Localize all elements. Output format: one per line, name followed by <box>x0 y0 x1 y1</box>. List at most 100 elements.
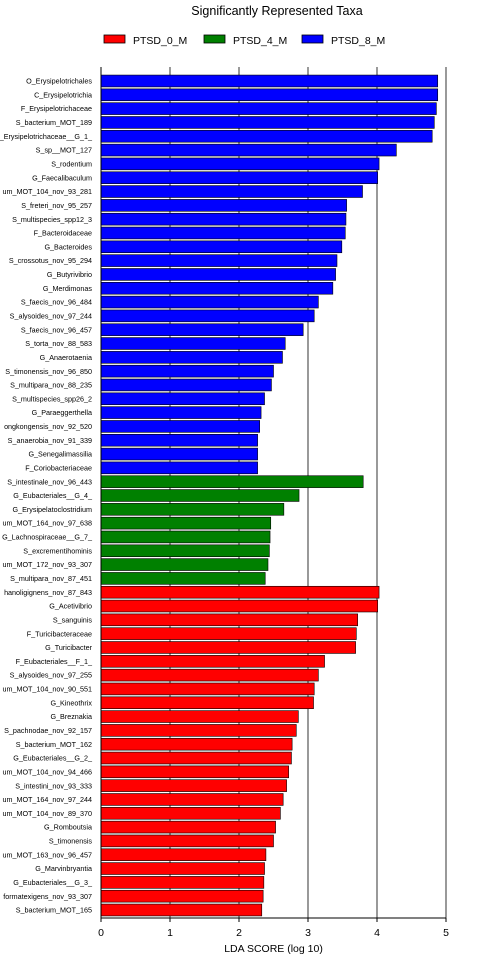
category-label-hanoligignens_nov_87_843: hanoligignens_nov_87_843 <box>4 588 92 597</box>
category-label-G_Bacteroides: G_Bacteroides <box>44 242 92 251</box>
bar-S_rodentium <box>100 157 380 171</box>
category-label-G_Romboutsia: G_Romboutsia <box>44 823 92 832</box>
category-label-um_MOT_172_nov_93_307: um_MOT_172_nov_93_307 <box>2 560 92 569</box>
legend-label-ptsd-8-m: PTSD_8_M <box>331 35 385 47</box>
x-tick-label-5: 5 <box>443 927 449 939</box>
bar-S_alysoides_nov_97_255 <box>100 668 319 682</box>
category-label-G_Merdimonas: G_Merdimonas <box>43 284 93 293</box>
category-label-G_Erysipelatoclostridium: G_Erysipelatoclostridium <box>13 505 93 514</box>
category-label-S_bacterium_MOT_189: S_bacterium_MOT_189 <box>16 118 92 127</box>
category-label-S_faecis_nov_96_484: S_faecis_nov_96_484 <box>21 298 92 307</box>
bar-S_timonensis_nov_96_850 <box>100 364 274 378</box>
bar-G_Breznakia <box>100 710 299 723</box>
category-label-S_intestinale_nov_96_443: S_intestinale_nov_96_443 <box>7 477 92 486</box>
bar-um_MOT_104_nov_94_466 <box>100 765 289 779</box>
category-label-G_Faecalibaculum: G_Faecalibaculum <box>32 173 92 182</box>
category-label-S_multispecies_spp26_2: S_multispecies_spp26_2 <box>12 394 92 403</box>
category-label-um_MOT_163_nov_96_457: um_MOT_163_nov_96_457 <box>2 850 92 859</box>
category-label-G_Breznakia: G_Breznakia <box>50 712 92 721</box>
category-label-S_sanguinis: S_sanguinis <box>53 615 93 624</box>
category-label-G_Anaerotaenia: G_Anaerotaenia <box>40 353 92 362</box>
bar-formatexigens_nov_93_307 <box>100 889 264 903</box>
bar-F_Turicibacteraceae <box>100 627 357 640</box>
bar-S_anaerobia_nov_91_339 <box>100 433 258 447</box>
bar-um_MOT_104_nov_90_551 <box>100 682 315 696</box>
bar-S_pachnodae_nov_92_157 <box>100 724 297 737</box>
x-tick-label-1: 1 <box>167 927 173 939</box>
bar-G_Romboutsia <box>100 820 276 834</box>
bar-G_Paraeggerthella <box>100 406 262 419</box>
bar-G_Marvinbryantia <box>100 862 265 875</box>
bar-F_Coriobacteriaceae <box>100 461 258 475</box>
bar-G_Anaerotaenia <box>100 351 283 364</box>
category-label-S_multipara_nov_88_235: S_multipara_nov_88_235 <box>10 381 92 390</box>
category-label-S_torta_nov_88_583: S_torta_nov_88_583 <box>25 339 92 348</box>
bar-S_timonensis <box>100 834 274 848</box>
category-label-F_Turicibacteraceae: F_Turicibacteraceae <box>27 629 92 638</box>
category-label-S_bacterium_MOT_162: S_bacterium_MOT_162 <box>16 740 92 749</box>
bar-G_Acetivibrio <box>100 599 378 613</box>
legend-swatch-ptsd-4-m <box>203 34 226 44</box>
bar-S_multispecies_spp12_3 <box>100 212 347 226</box>
bar-um_MOT_172_nov_93_307 <box>100 558 269 571</box>
category-label-S_excrementihominis: S_excrementihominis <box>23 546 92 555</box>
category-label-S_timonensis_nov_96_850: S_timonensis_nov_96_850 <box>5 367 92 376</box>
x-tick-label-2: 2 <box>236 927 242 939</box>
category-label-G_Turicibacter: G_Turicibacter <box>45 643 92 652</box>
bar-S_torta_nov_88_583 <box>100 337 286 350</box>
bar-S_bacterium_MOT_165 <box>100 903 263 917</box>
bar-G_Kineothrix <box>100 696 314 709</box>
bar-ongkongensis_nov_92_520 <box>100 420 260 433</box>
category-label-S_sp__MOT_127: S_sp__MOT_127 <box>36 146 92 155</box>
category-label-G_Eubacteriales__G_4_: G_Eubacteriales__G_4_ <box>13 491 93 500</box>
bar-um_MOT_164_nov_97_244 <box>100 793 284 806</box>
bar-F_Erysipelotrichaceae <box>100 102 437 115</box>
bar-S_sp__MOT_127 <box>100 143 397 157</box>
bar-O_Erysipelotrichales <box>100 74 439 88</box>
bar-G_Erysipelatoclostridium <box>100 503 285 516</box>
bar-G_Eubacteriales__G_3_ <box>100 876 265 889</box>
x-tick-label-0: 0 <box>98 927 104 939</box>
bar-C_Erysipelotrichia <box>100 88 439 102</box>
category-label-F_Eubacteriales__F_1_: F_Eubacteriales__F_1_ <box>16 657 93 666</box>
category-label-um_MOT_164_nov_97_638: um_MOT_164_nov_97_638 <box>2 519 92 528</box>
bar-F_Erysipelotrichaceae__G_1_ <box>100 130 433 143</box>
bar-S_sanguinis <box>100 613 358 627</box>
bar-G_Butyrivibrio <box>100 268 336 281</box>
bar-F_Bacteroidaceae <box>100 226 346 240</box>
x-tick-label-3: 3 <box>305 927 311 939</box>
bar-S_freteri_nov_95_257 <box>100 199 347 212</box>
category-label-C_Erysipelotrichia: C_Erysipelotrichia <box>34 90 92 99</box>
bar-S_bacterium_MOT_189 <box>100 116 435 129</box>
bar-S_crossotus_nov_95_294 <box>100 254 338 267</box>
category-label-S_alysoides_nov_97_255: S_alysoides_nov_97_255 <box>10 671 92 680</box>
legend-swatch-ptsd-8-m <box>301 34 324 44</box>
bar-hanoligignens_nov_87_843 <box>100 585 380 599</box>
bar-um_MOT_163_nov_96_457 <box>100 848 267 861</box>
bar-G_Bacteroides <box>100 240 343 254</box>
category-label-S_pachnodae_nov_92_157: S_pachnodae_nov_92_157 <box>4 726 92 735</box>
bar-G_Turicibacter <box>100 641 356 654</box>
x-tick-label-4: 4 <box>374 927 380 939</box>
bar-um_MOT_104_nov_89_370 <box>100 807 281 820</box>
bar-S_multipara_nov_87_451 <box>100 572 266 585</box>
category-label-S_faecis_nov_96_457: S_faecis_nov_96_457 <box>21 325 92 334</box>
category-label-um_MOT_104_nov_94_466: um_MOT_104_nov_94_466 <box>2 767 92 776</box>
category-label-S_multispecies_spp12_3: S_multispecies_spp12_3 <box>12 215 92 224</box>
category-label-um_MOT_104_nov_89_370: um_MOT_104_nov_89_370 <box>2 809 92 818</box>
category-label-S_bacterium_MOT_165: S_bacterium_MOT_165 <box>16 906 92 915</box>
category-label-S_intestini_nov_93_333: S_intestini_nov_93_333 <box>15 781 92 790</box>
x-axis-label: LDA SCORE (log 10) <box>224 943 323 955</box>
category-label-G_Butyrivibrio: G_Butyrivibrio <box>47 270 92 279</box>
bar-S_intestini_nov_93_333 <box>100 779 287 792</box>
bar-S_faecis_nov_96_484 <box>100 295 319 309</box>
bar-S_excrementihominis <box>100 544 270 558</box>
category-label-ongkongensis_nov_92_520: ongkongensis_nov_92_520 <box>4 422 92 431</box>
bar-G_Eubacteriales__G_4_ <box>100 489 300 502</box>
category-label-S_anaerobia_nov_91_339: S_anaerobia_nov_91_339 <box>8 436 92 445</box>
category-label-F_Erysipelotrichaceae__G_1_: F_Erysipelotrichaceae__G_1_ <box>0 132 93 141</box>
category-label-G_Eubacteriales__G_2_: G_Eubacteriales__G_2_ <box>13 754 93 763</box>
bar-F_Eubacteriales__F_1_ <box>100 655 325 668</box>
